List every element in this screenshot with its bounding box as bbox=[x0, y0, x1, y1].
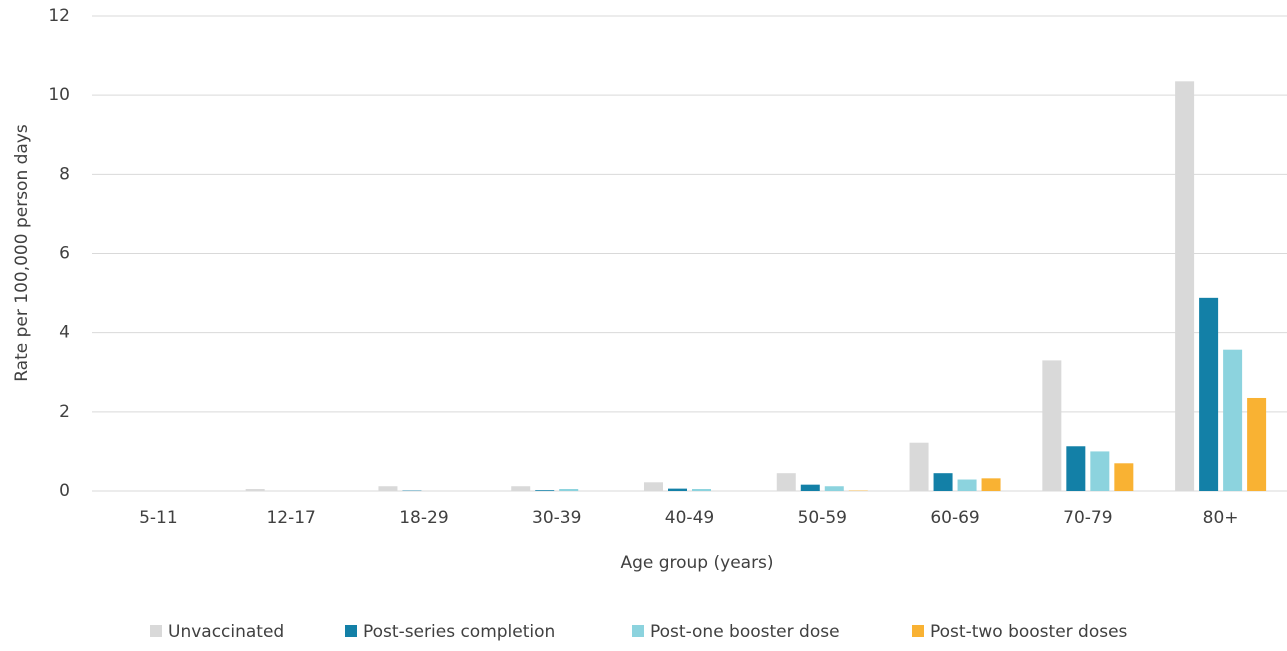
bar bbox=[559, 489, 578, 491]
y-tick-label: 10 bbox=[48, 85, 70, 105]
bar bbox=[910, 443, 929, 491]
x-tick-label: 18-29 bbox=[399, 508, 448, 528]
y-tick-label: 4 bbox=[59, 323, 70, 343]
bar bbox=[535, 490, 554, 491]
legend-swatch bbox=[150, 625, 162, 637]
y-tick-label: 0 bbox=[59, 481, 70, 501]
x-tick-label: 70-79 bbox=[1063, 508, 1112, 528]
y-tick-label: 6 bbox=[59, 244, 70, 264]
bar bbox=[777, 473, 796, 491]
bar bbox=[246, 489, 265, 491]
bar bbox=[1114, 463, 1133, 491]
bar bbox=[511, 486, 530, 491]
bar bbox=[692, 489, 711, 491]
y-tick-label: 8 bbox=[59, 164, 70, 184]
bar bbox=[1247, 398, 1266, 491]
bar bbox=[982, 478, 1001, 491]
bar bbox=[801, 485, 820, 491]
legend-swatch bbox=[632, 625, 644, 637]
bar bbox=[378, 486, 397, 491]
y-tick-label: 2 bbox=[59, 402, 70, 422]
bar bbox=[1175, 81, 1194, 491]
bar bbox=[1223, 350, 1242, 491]
bar bbox=[1066, 446, 1085, 491]
x-axis-title: Age group (years) bbox=[620, 553, 773, 573]
bar bbox=[958, 480, 977, 491]
legend-swatch bbox=[912, 625, 924, 637]
legend-label: Unvaccinated bbox=[168, 622, 284, 642]
x-tick-label: 30-39 bbox=[532, 508, 581, 528]
bar bbox=[644, 482, 663, 491]
x-tick-label: 50-59 bbox=[798, 508, 847, 528]
bar bbox=[1090, 451, 1109, 491]
x-tick-label: 60-69 bbox=[930, 508, 979, 528]
bar bbox=[1042, 360, 1061, 491]
bar bbox=[934, 473, 953, 491]
bar bbox=[668, 489, 687, 491]
x-tick-label: 5-11 bbox=[139, 508, 178, 528]
x-tick-label: 80+ bbox=[1203, 508, 1239, 528]
legend-label: Post-two booster doses bbox=[930, 622, 1128, 642]
y-tick-label: 12 bbox=[48, 6, 70, 26]
bar bbox=[1199, 298, 1218, 491]
x-tick-label: 12-17 bbox=[266, 508, 315, 528]
bar bbox=[825, 486, 844, 491]
legend-label: Post-one booster dose bbox=[650, 622, 840, 642]
legend-label: Post-series completion bbox=[363, 622, 555, 642]
legend-swatch bbox=[345, 625, 357, 637]
y-axis-title: Rate per 100,000 person days bbox=[12, 124, 32, 382]
x-tick-label: 40-49 bbox=[665, 508, 714, 528]
